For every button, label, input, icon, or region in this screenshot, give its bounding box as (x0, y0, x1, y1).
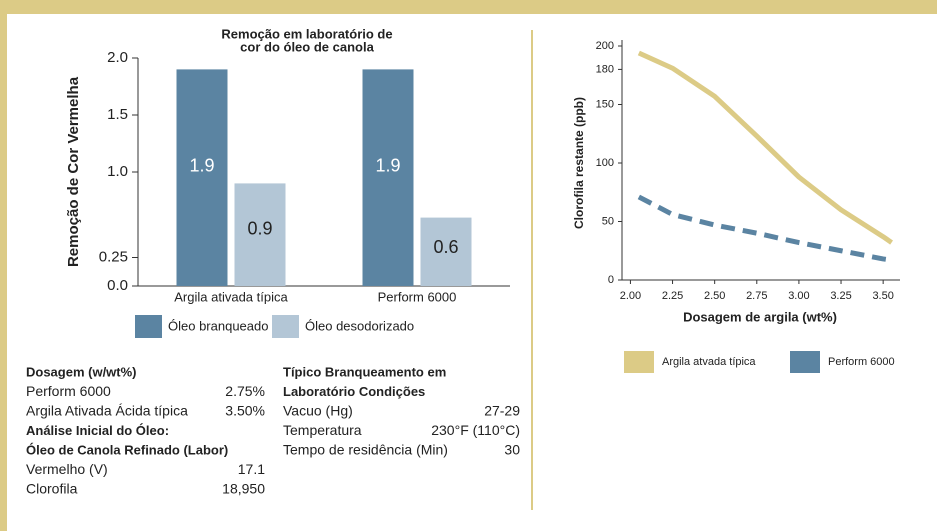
y-tick-label: 180 (596, 63, 614, 75)
table-cell: 3.50% (225, 403, 265, 419)
x-tick-label: 3.25 (830, 290, 851, 302)
table-cell: Tempo de residência (Min) (283, 442, 448, 458)
y-tick-label: 100 (596, 157, 614, 169)
legend-swatch (790, 351, 820, 373)
table-title: Laboratório Condições (283, 384, 425, 399)
table-cell: Temperatura (283, 422, 362, 438)
table-cell: Argila Ativada Ácida típica (26, 403, 188, 419)
x-axis-label: Dosagem de argila (wt%) (683, 309, 837, 324)
table-cell: Perform 6000 (26, 383, 111, 399)
bar-value-label: 1.9 (375, 156, 400, 176)
bar (362, 69, 414, 287)
chart-title: Remoção em laboratório de (221, 26, 392, 41)
x-tick-label: 2.50 (704, 290, 725, 302)
y-tick-label: 0.25 (99, 248, 128, 265)
legend-label: Argila atvada típica (662, 356, 756, 368)
divider (531, 30, 533, 510)
x-tick-label: Perform 6000 (378, 289, 457, 304)
legend-swatch (272, 315, 299, 338)
y-tick-label: 2.0 (107, 49, 128, 66)
y-tick-label: 50 (602, 215, 614, 227)
y-tick-label: 0.0 (107, 277, 128, 294)
legend-label: Óleo branqueado (168, 318, 268, 333)
legend-swatch (624, 351, 654, 373)
line-series (637, 50, 894, 245)
y-tick-label: 0 (608, 274, 614, 286)
table-cell: 230°F (110°C) (431, 422, 520, 438)
table-cell: 17.1 (238, 461, 265, 477)
x-tick-label: 2.00 (620, 290, 641, 302)
table-cell: 18,950 (222, 481, 265, 497)
bar-value-label: 1.9 (189, 156, 214, 176)
bar-value-label: 0.9 (247, 218, 272, 238)
y-axis-label: Remoção de Cor Vermelha (65, 76, 82, 267)
x-tick-label: Argila ativada típica (174, 289, 288, 304)
table-title: Óleo de Canola Refinado (Labor) (26, 442, 228, 457)
bar-value-label: 0.6 (433, 237, 458, 257)
table-cell: Vacuo (Hg) (283, 403, 353, 419)
table-cell: 27-29 (484, 403, 520, 419)
table-cell: Clorofila (26, 481, 78, 497)
table-title: Típico Branqueamento em (283, 364, 446, 379)
x-tick-label: 2.25 (662, 290, 683, 302)
bar (420, 217, 472, 286)
y-tick-label: 200 (596, 40, 614, 52)
table-cell: Vermelho (V) (26, 461, 108, 477)
bar (234, 183, 286, 286)
chart-title: cor do óleo de canola (240, 39, 374, 54)
x-tick-label: 2.75 (746, 290, 767, 302)
x-tick-label: 3.00 (788, 290, 809, 302)
x-tick-label: 3.50 (872, 290, 893, 302)
table-cell: 2.75% (225, 383, 265, 399)
table-cell: 30 (504, 442, 520, 458)
line-series (637, 194, 892, 263)
legend-label: Óleo desodorizado (305, 318, 414, 333)
left-border (0, 0, 7, 531)
y-tick-label: 1.0 (107, 163, 128, 180)
header-band (0, 0, 937, 14)
y-tick-label: 1.5 (107, 106, 128, 123)
legend-swatch (135, 315, 162, 338)
y-tick-label: 150 (596, 98, 614, 110)
table-title: Dosagem (w/wt%) (26, 364, 137, 379)
table-title: Análise Inicial do Óleo: (26, 423, 169, 438)
legend-label: Perform 6000 (828, 356, 895, 368)
y-axis-label: Clorofila restante (ppb) (572, 97, 586, 229)
bar (176, 69, 228, 287)
